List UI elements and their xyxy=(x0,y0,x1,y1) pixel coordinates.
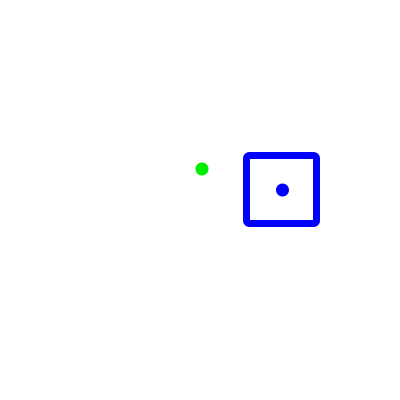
agent-dot[interactable] xyxy=(276,183,289,197)
target-square[interactable] xyxy=(243,152,320,227)
green-dot[interactable] xyxy=(195,162,209,176)
